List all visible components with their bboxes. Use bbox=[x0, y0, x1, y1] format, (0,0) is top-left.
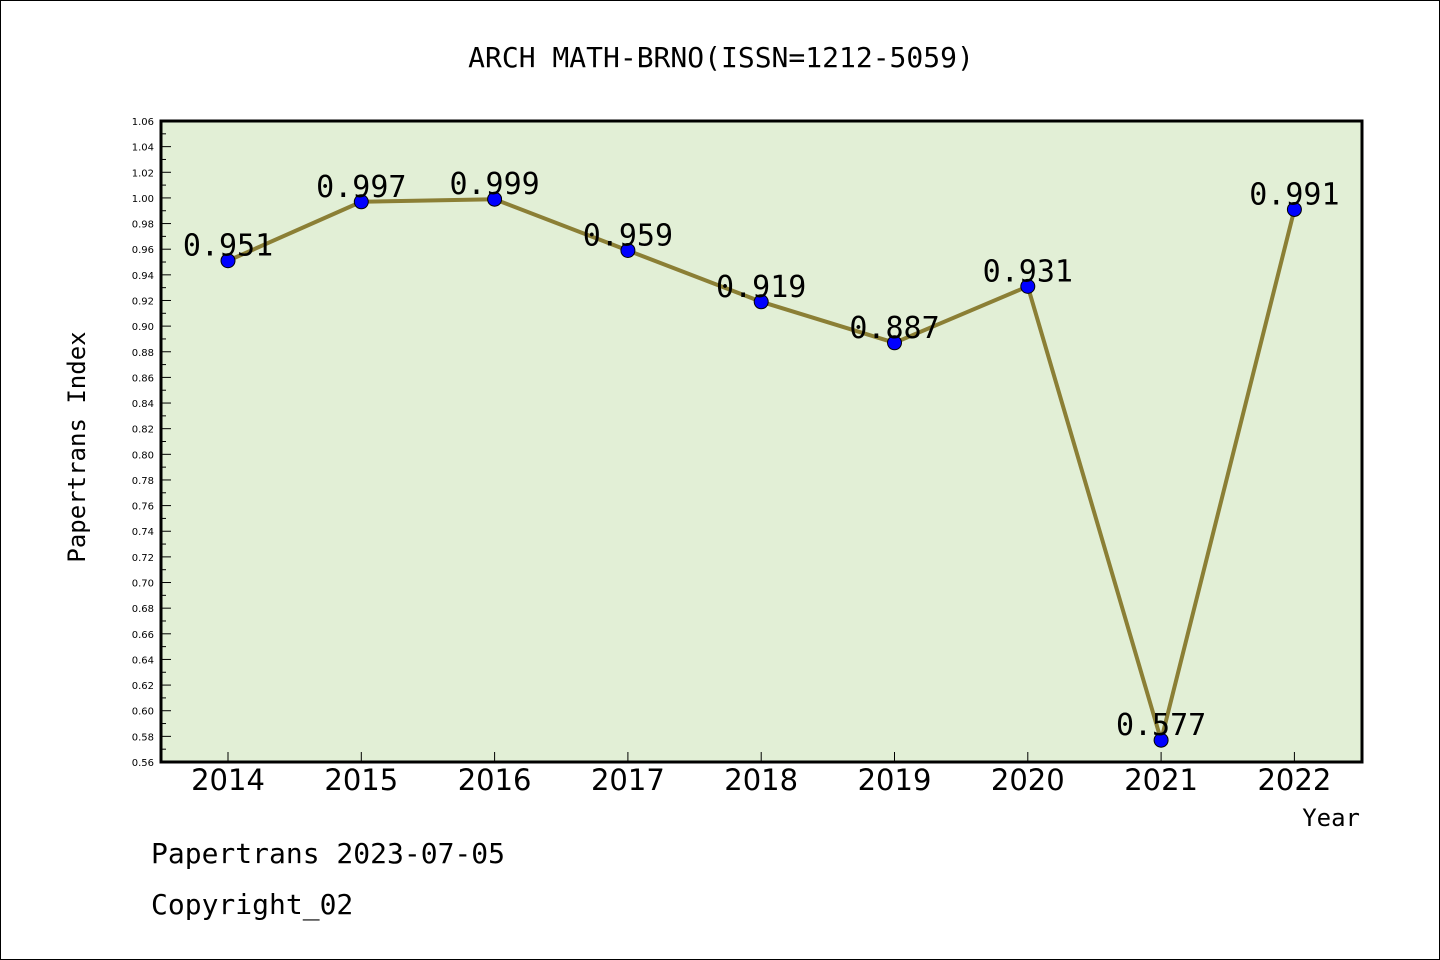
data-label: 0.919 bbox=[716, 270, 806, 305]
y-tick-label: 0.90 bbox=[132, 322, 154, 333]
y-tick-label: 0.72 bbox=[132, 553, 154, 564]
plot-area bbox=[159, 119, 1364, 764]
chart-title: ARCH MATH-BRNO(ISSN=1212-5059) bbox=[468, 41, 974, 74]
x-tick-label: 2015 bbox=[324, 763, 398, 797]
x-tick-label: 2021 bbox=[1124, 763, 1198, 797]
data-point bbox=[487, 191, 503, 207]
data-label: 0.577 bbox=[1116, 708, 1206, 743]
y-axis-label: Papertrans Index bbox=[63, 331, 91, 562]
y-tick-label: 0.98 bbox=[132, 220, 154, 231]
data-label: 0.999 bbox=[449, 167, 539, 202]
y-tick-label: 0.94 bbox=[132, 271, 154, 282]
y-tick-label: 0.56 bbox=[132, 758, 154, 769]
data-label: 0.887 bbox=[849, 311, 939, 346]
data-point bbox=[220, 253, 236, 269]
data-label: 0.991 bbox=[1249, 177, 1339, 212]
x-tick-label: 2014 bbox=[191, 763, 265, 797]
y-tick-label: 0.76 bbox=[132, 502, 154, 513]
y-tick-label: 0.60 bbox=[132, 707, 154, 718]
data-point bbox=[887, 335, 902, 351]
data-point bbox=[753, 294, 769, 310]
x-tick-label: 2019 bbox=[858, 763, 932, 797]
x-tick-label: 2016 bbox=[458, 763, 532, 797]
data-label: 0.997 bbox=[316, 170, 406, 205]
y-tick-label: 0.86 bbox=[132, 373, 154, 384]
x-tick-label: 2020 bbox=[991, 763, 1065, 797]
data-point bbox=[353, 194, 369, 210]
data-label: 0.959 bbox=[583, 218, 673, 253]
y-tick-label: 1.02 bbox=[132, 168, 154, 179]
y-tick-label: 0.88 bbox=[132, 348, 154, 359]
y-tick-label: 0.64 bbox=[132, 655, 154, 666]
y-tick-label: 0.66 bbox=[132, 630, 154, 641]
x-tick-label: 2022 bbox=[1257, 763, 1331, 797]
y-tick-label: 1.06 bbox=[132, 117, 154, 128]
y-tick-label: 1.04 bbox=[132, 143, 154, 154]
data-point bbox=[620, 242, 636, 258]
y-tick-label: 0.74 bbox=[132, 527, 154, 538]
y-tick-label: 0.84 bbox=[132, 399, 154, 410]
y-tick-label: 0.78 bbox=[132, 476, 154, 487]
y-tick-label: 0.82 bbox=[132, 425, 154, 436]
y-tick-label: 0.70 bbox=[132, 579, 154, 590]
y-tick-label: 1.00 bbox=[132, 194, 154, 205]
data-labels: 0.951 0.997 0.999 0.959 0.919 0.887 0.931 0.577… bbox=[183, 167, 1340, 743]
footer-date: Papertrans 2023-07-05 bbox=[151, 837, 505, 870]
data-label: 0.931 bbox=[983, 254, 1073, 289]
data-point bbox=[1020, 278, 1036, 294]
y-tick-label: 0.62 bbox=[132, 681, 154, 692]
x-axis: 2014 2015 2016 2017 2018 2019 2020 2021 2022 bbox=[191, 752, 1331, 797]
x-tick-label: 2018 bbox=[724, 763, 798, 797]
y-tick-label: 0.80 bbox=[132, 450, 154, 461]
data-point bbox=[1153, 732, 1169, 748]
data-point bbox=[1286, 201, 1302, 217]
x-tick-label: 2017 bbox=[591, 763, 665, 797]
data-label: 0.951 bbox=[183, 229, 273, 264]
y-tick-label: 0.68 bbox=[132, 604, 154, 615]
y-tick-label: 0.96 bbox=[132, 245, 154, 256]
x-axis-label: Year bbox=[1302, 804, 1360, 832]
y-axis: 0.56 0.58 0.60 0.62 0.64 0.66 0.68 0.70 0.72 0.74… bbox=[132, 117, 171, 769]
footer-copyright: Copyright_02 bbox=[151, 888, 353, 922]
y-tick-label: 0.58 bbox=[132, 732, 154, 743]
series-line bbox=[220, 191, 1302, 748]
y-tick-label: 0.92 bbox=[132, 296, 154, 307]
